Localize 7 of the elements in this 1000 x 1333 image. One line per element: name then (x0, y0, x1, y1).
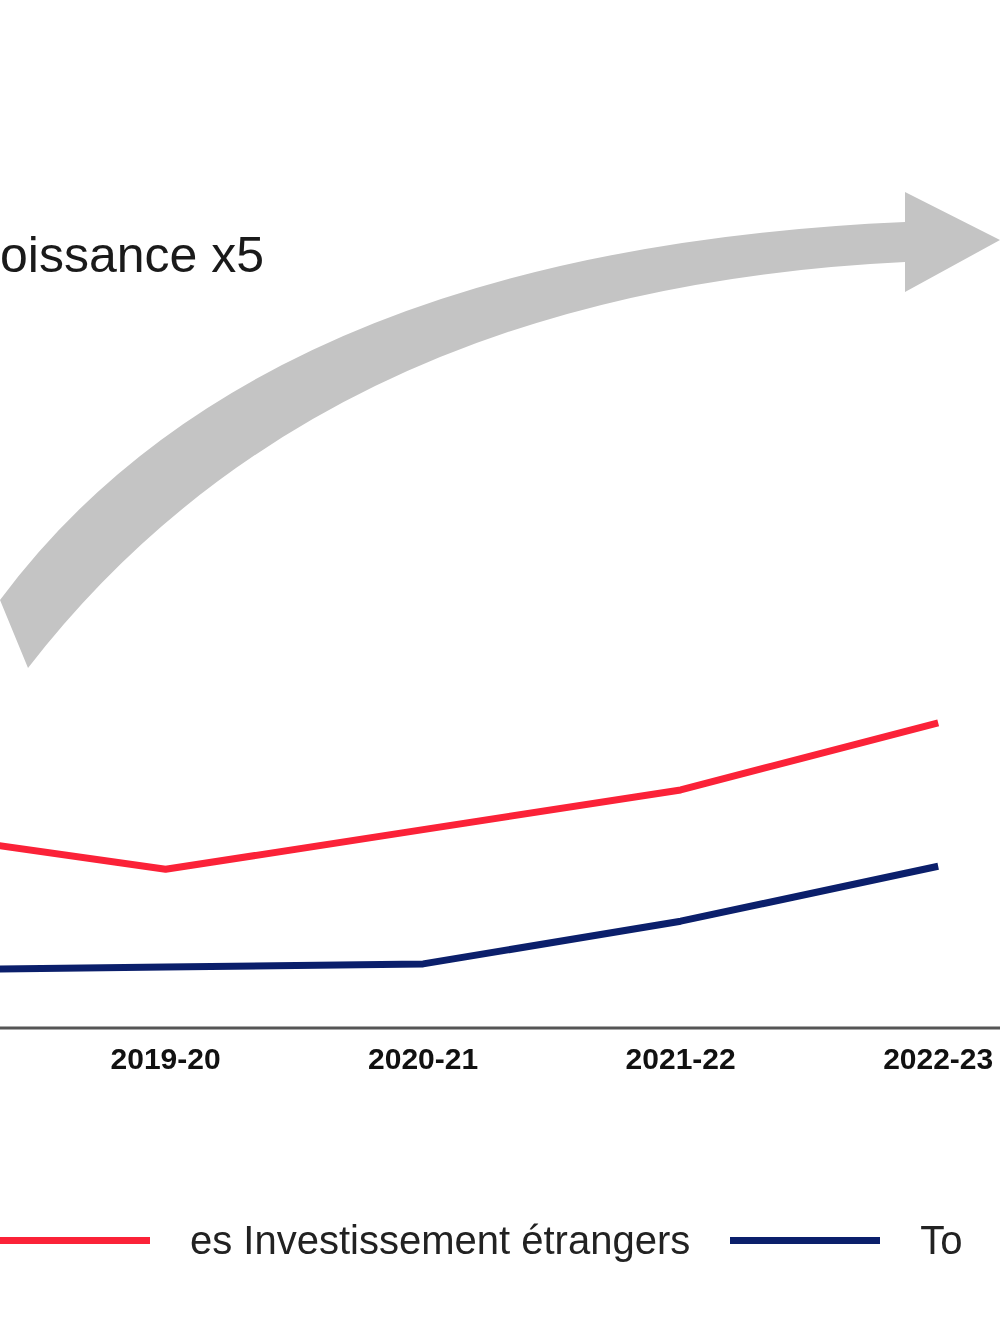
legend-label: es Investissement étrangers (190, 1218, 691, 1263)
x-tick-label: 2020-21 (368, 1042, 479, 1076)
x-tick-label: 2022-23 (883, 1042, 994, 1076)
text: oissance x5 (0, 226, 265, 284)
x-tick-label: 2021-22 (625, 1042, 736, 1076)
x-tick-label: 2019-20 (110, 1042, 221, 1076)
legend-label: To (920, 1218, 963, 1263)
